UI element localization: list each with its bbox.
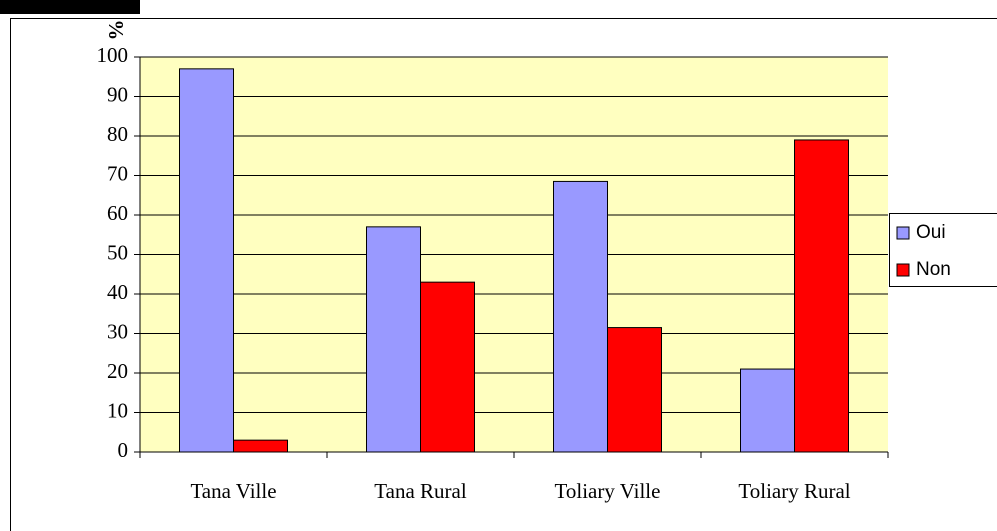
x-tick-label: Toliary Ville: [555, 479, 661, 503]
legend-label: Oui: [916, 222, 946, 243]
legend-swatch: [896, 226, 910, 240]
bar: [607, 327, 662, 453]
bar: [794, 139, 849, 453]
y-tick-label: 20: [107, 359, 128, 383]
bar: [740, 368, 795, 453]
y-tick-label: 80: [107, 122, 128, 146]
y-tick-label: 100: [97, 43, 129, 67]
y-tick-label: 10: [107, 398, 128, 422]
bar: [553, 180, 608, 453]
y-tick-label: 60: [107, 201, 128, 225]
x-tick-label: Tana Rural: [374, 479, 467, 503]
x-tick-label: Tana Ville: [190, 479, 276, 503]
y-tick-label: 90: [107, 82, 128, 106]
legend-swatch: [896, 263, 910, 277]
bar: [366, 226, 421, 453]
y-axis-label: %: [104, 20, 128, 41]
y-tick-label: 70: [107, 161, 128, 185]
y-tick-label: 50: [107, 240, 128, 264]
cropped-header: [0, 0, 140, 14]
bar: [179, 68, 234, 453]
chart-border: [10, 18, 997, 531]
bar: [420, 281, 475, 453]
x-tick-label: Toliary Rural: [738, 479, 850, 503]
bar: [233, 439, 288, 453]
y-tick-label: 30: [107, 319, 128, 343]
y-tick-label: 0: [118, 438, 129, 462]
y-tick-label: 40: [107, 280, 128, 304]
legend-label: Non: [916, 259, 951, 280]
